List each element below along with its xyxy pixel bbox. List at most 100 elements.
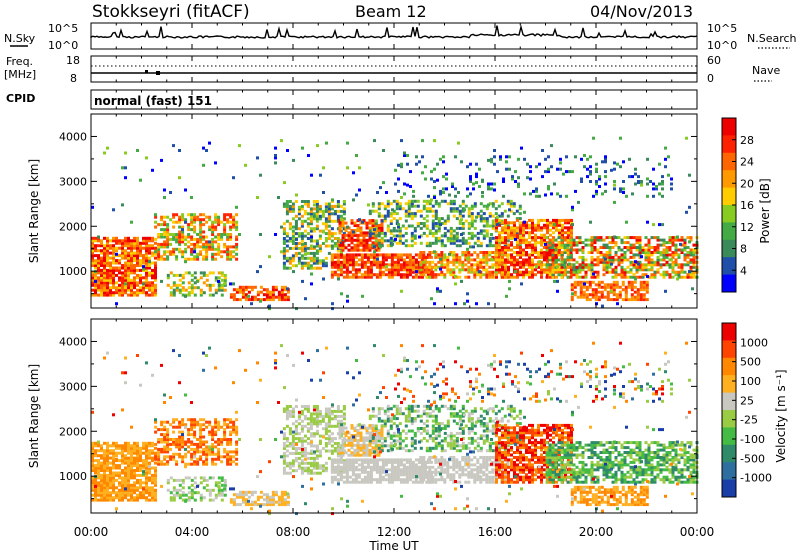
power-cell (522, 258, 525, 262)
power-cell (336, 202, 340, 206)
power-cell (425, 202, 429, 206)
power-cell (297, 251, 301, 255)
power-cell (112, 244, 115, 248)
power-cell (220, 235, 224, 239)
power-cell (202, 281, 206, 285)
power-cell (288, 224, 292, 228)
power-cell (211, 242, 214, 246)
velocity-cell (214, 423, 218, 427)
velocity-cell (211, 442, 215, 446)
power-cell (454, 155, 457, 159)
power-cell (637, 175, 640, 179)
power-cell (482, 224, 486, 228)
velocity-cell (136, 493, 139, 497)
velocity-cell (100, 491, 103, 495)
power-cell (390, 263, 394, 267)
power-cell (330, 207, 334, 211)
power-cell (139, 278, 142, 282)
power-cell (118, 288, 121, 292)
power-cell (554, 251, 558, 254)
power-cell (199, 276, 203, 280)
power-cell (157, 223, 161, 227)
power-cell (280, 285, 284, 289)
power-cell (590, 263, 594, 267)
power-cell (360, 258, 364, 262)
power-cell (291, 204, 295, 208)
velocity-cell (169, 476, 173, 480)
power-cell (621, 280, 625, 284)
power-cell (519, 223, 522, 227)
power-cell (655, 185, 658, 188)
power-cell (455, 231, 459, 235)
power-cell (449, 268, 453, 272)
velocity-cell (169, 423, 173, 427)
velocity-cell (306, 417, 310, 421)
power-cell (652, 182, 655, 186)
power-cell (482, 268, 486, 272)
power-cell (310, 173, 313, 177)
power-cell (689, 260, 693, 264)
power-cell (151, 281, 154, 285)
velocity-cell (297, 464, 301, 468)
velocity-cell (190, 442, 194, 446)
power-cell (534, 236, 537, 240)
power-cell (109, 288, 112, 292)
power-cell (570, 233, 573, 237)
power-cell (226, 213, 230, 217)
power-cell (593, 236, 597, 240)
power-cell (285, 232, 289, 236)
power-cell (340, 218, 343, 222)
velocity-cell (297, 414, 301, 418)
power-cell (436, 289, 439, 293)
power-cell (451, 185, 454, 188)
power-cell (303, 244, 307, 248)
power-cell (437, 202, 441, 206)
velocity-cell (286, 495, 290, 499)
power-cell (324, 204, 328, 208)
power-cell (324, 219, 328, 223)
velocity-cell (288, 464, 292, 468)
power-cell (469, 180, 472, 183)
velocity-cell (121, 449, 124, 453)
power-cell (338, 226, 342, 230)
velocity-cell (282, 447, 286, 450)
power-cell (181, 213, 185, 217)
power-cell (112, 271, 115, 275)
power-cell (608, 265, 612, 269)
power-cell (476, 273, 480, 277)
velocity-cell (160, 420, 164, 424)
velocity-cell (282, 451, 286, 455)
power-cell (540, 253, 543, 257)
power-cell (402, 273, 406, 277)
power-cell (130, 249, 133, 253)
power-cell (664, 146, 667, 150)
power-cell (300, 261, 304, 265)
power-cell (540, 270, 543, 274)
power-cell (659, 258, 663, 262)
power-cell (262, 288, 266, 292)
power-cell (534, 248, 537, 252)
power-cell (460, 279, 463, 283)
power-cell (667, 155, 670, 159)
velocity-cell (130, 454, 133, 458)
power-cell (434, 263, 438, 267)
power-cell (531, 273, 534, 277)
power-cell (193, 281, 197, 285)
power-cell (300, 200, 304, 203)
power-cell (674, 253, 678, 257)
power-cell (519, 253, 522, 257)
power-cell (470, 212, 474, 216)
power-cell (503, 273, 507, 277)
power-cell (573, 285, 577, 289)
velocity-cell (282, 466, 286, 470)
power-cell (297, 261, 301, 265)
power-cell (596, 238, 600, 242)
power-cell (692, 265, 696, 269)
power-cell (455, 209, 459, 213)
power-cell (552, 255, 555, 259)
power-cell (587, 243, 591, 247)
power-cell (419, 253, 423, 257)
power-cell (109, 293, 112, 297)
power-cell (408, 270, 412, 274)
power-cell (624, 290, 628, 294)
